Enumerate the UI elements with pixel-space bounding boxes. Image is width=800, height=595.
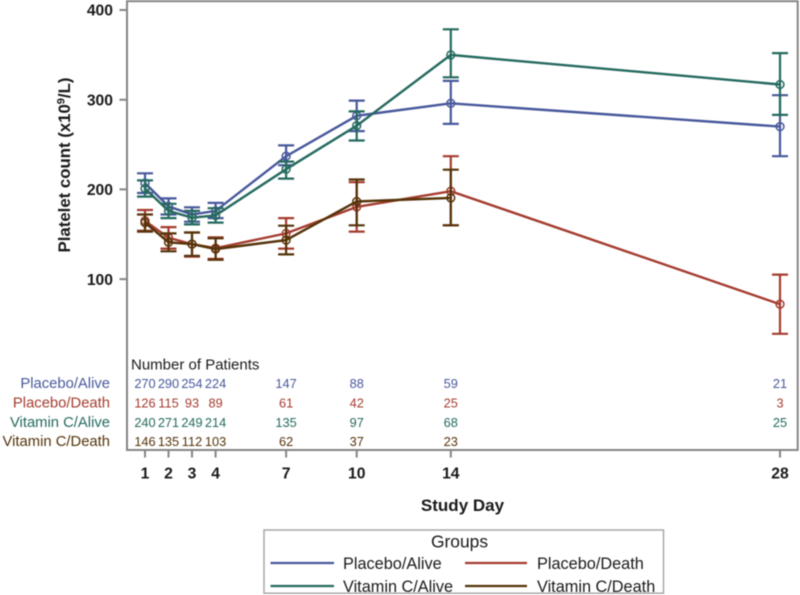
svg-text:Vitamin C/Death: Vitamin C/Death [3, 434, 110, 450]
svg-text:Placebo/Alive: Placebo/Alive [20, 376, 110, 392]
svg-text:37: 37 [350, 434, 364, 449]
svg-text:Placebo/Death: Placebo/Death [13, 396, 110, 412]
svg-text:271: 271 [158, 415, 179, 430]
svg-text:Vitamin C/Alive: Vitamin C/Alive [343, 578, 453, 595]
svg-text:240: 240 [134, 415, 155, 430]
svg-text:224: 224 [205, 376, 226, 391]
svg-text:Number of Patients: Number of Patients [131, 356, 259, 373]
svg-text:200: 200 [87, 182, 113, 199]
svg-text:135: 135 [275, 415, 296, 430]
svg-text:115: 115 [158, 396, 178, 411]
svg-text:Vitamin C/Death: Vitamin C/Death [537, 578, 655, 595]
svg-text:103: 103 [205, 434, 226, 449]
svg-text:3: 3 [776, 396, 783, 411]
svg-text:4: 4 [211, 466, 220, 483]
svg-text:97: 97 [350, 415, 364, 430]
svg-text:Platelet count (x109/L): Platelet count (x109/L) [55, 78, 74, 253]
svg-text:28: 28 [771, 466, 789, 483]
svg-text:270: 270 [134, 376, 155, 391]
svg-text:68: 68 [444, 415, 458, 430]
svg-text:300: 300 [87, 92, 113, 109]
svg-text:112: 112 [182, 434, 202, 449]
svg-text:59: 59 [444, 376, 458, 391]
svg-text:Placebo/Death: Placebo/Death [537, 555, 644, 573]
svg-text:Placebo/Alive: Placebo/Alive [343, 555, 442, 573]
svg-text:Vitamin C/Alive: Vitamin C/Alive [10, 415, 110, 431]
svg-text:93: 93 [185, 396, 199, 411]
svg-text:100: 100 [87, 272, 113, 289]
svg-text:88: 88 [350, 376, 364, 391]
svg-text:147: 147 [275, 376, 296, 391]
svg-text:7: 7 [282, 466, 291, 483]
svg-text:Groups: Groups [431, 532, 488, 552]
svg-text:Study Day: Study Day [421, 496, 505, 515]
svg-text:62: 62 [279, 434, 293, 449]
svg-text:14: 14 [442, 466, 460, 483]
svg-text:10: 10 [348, 466, 366, 483]
svg-text:89: 89 [208, 396, 222, 411]
svg-text:126: 126 [134, 396, 155, 411]
svg-text:25: 25 [444, 396, 458, 411]
svg-text:214: 214 [205, 415, 226, 430]
svg-text:3: 3 [188, 466, 197, 483]
svg-text:249: 249 [181, 415, 202, 430]
svg-text:25: 25 [773, 415, 787, 430]
svg-text:290: 290 [158, 376, 179, 391]
svg-text:146: 146 [134, 434, 155, 449]
svg-text:400: 400 [87, 3, 113, 20]
svg-text:61: 61 [279, 396, 293, 411]
svg-text:1: 1 [141, 466, 150, 483]
svg-text:42: 42 [350, 396, 364, 411]
svg-text:2: 2 [164, 466, 173, 483]
svg-text:254: 254 [181, 376, 202, 391]
svg-text:135: 135 [158, 434, 179, 449]
svg-text:21: 21 [773, 376, 787, 391]
svg-text:23: 23 [444, 434, 458, 449]
